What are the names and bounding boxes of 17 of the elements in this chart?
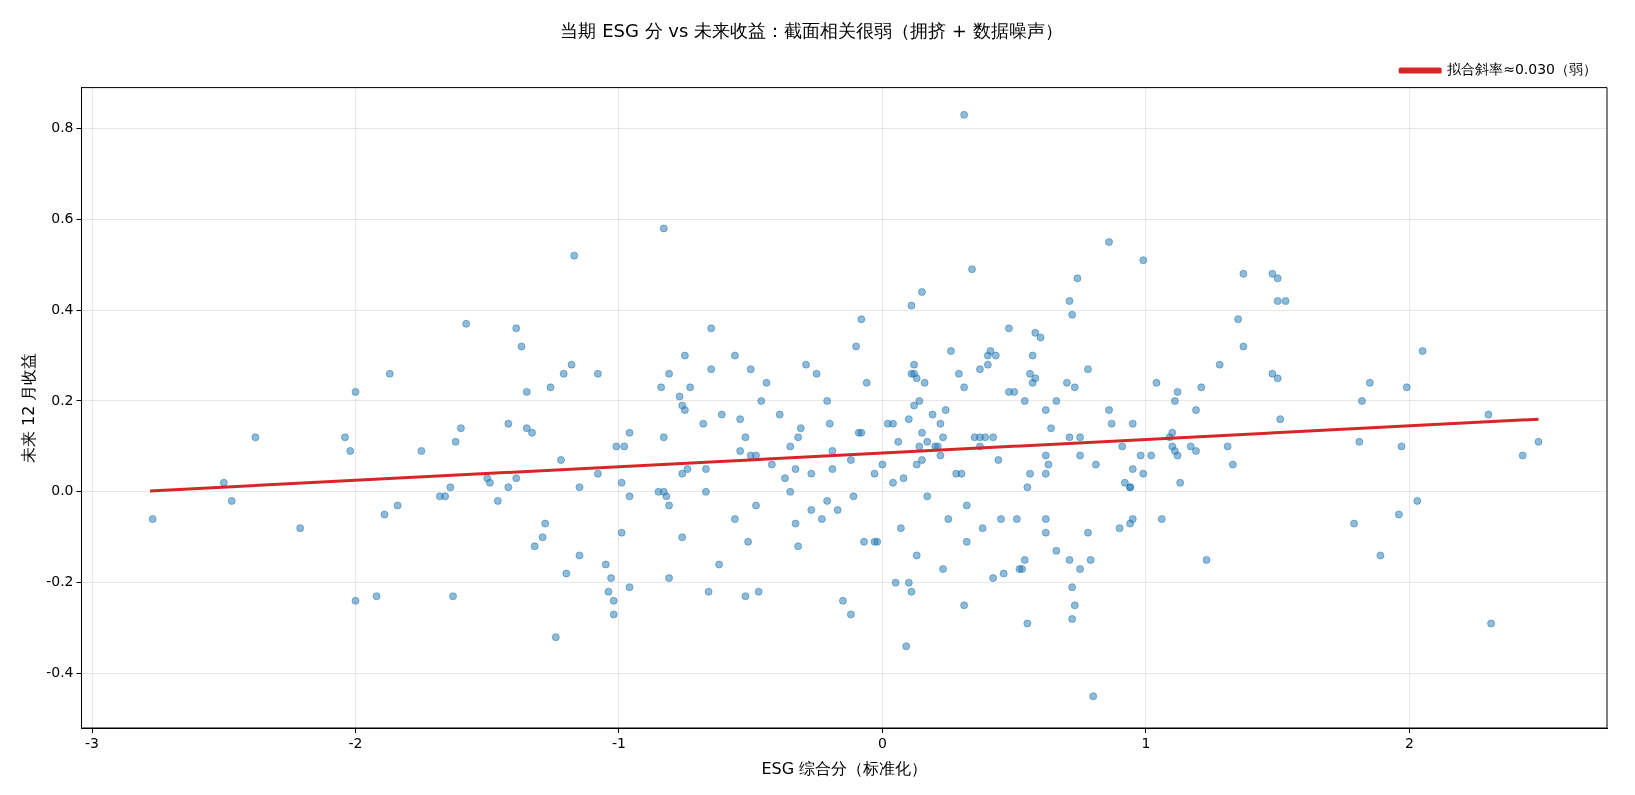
x-tick-label: -1 <box>612 735 626 752</box>
x-tick-label: -3 <box>85 735 100 752</box>
x-axis-title: ESG 综合分（标准化） <box>761 758 928 778</box>
x-tick-label: 1 <box>1141 735 1151 752</box>
y-tick-label: -0.2 <box>46 573 74 590</box>
y-tick-label: 0.4 <box>51 300 74 317</box>
x-tick-label: 0 <box>878 735 887 752</box>
legend-label: 拟合斜率≈0.030（弱） <box>1447 61 1597 78</box>
y-tick-label: -0.4 <box>46 664 74 681</box>
chart-title: 当期 ESG 分 vs 未来收益：截面相关很弱（拥挤 + 数据噪声） <box>560 20 1063 42</box>
x-tick-label: 2 <box>1404 735 1414 752</box>
x-tick-label: -2 <box>348 735 363 752</box>
y-tick-label: 0.8 <box>51 119 74 136</box>
y-axis-title: 未来 12 月收益 <box>18 352 38 464</box>
y-tick-label: 0.0 <box>51 482 74 499</box>
y-tick-label: 0.6 <box>51 209 74 226</box>
y-tick-label: 0.2 <box>51 391 74 408</box>
